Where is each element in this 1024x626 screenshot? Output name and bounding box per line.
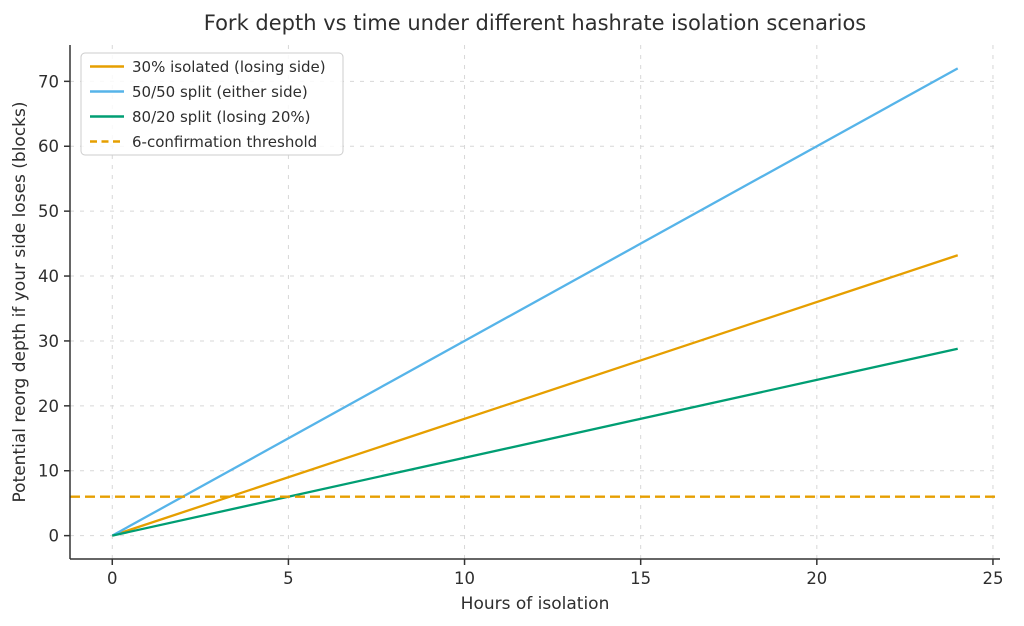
- y-axis-ticks: 0 10 20 30 40 50 60 70: [38, 72, 70, 546]
- y-tick-label: 40: [38, 267, 59, 286]
- x-axis-ticks: 0 5 10 15 20 25: [107, 559, 1003, 588]
- chart-title: Fork depth vs time under different hashr…: [203, 11, 867, 35]
- x-tick-label: 5: [283, 569, 294, 588]
- series-group: [70, 67, 1000, 537]
- y-tick-label: 20: [38, 397, 59, 416]
- legend-item-label: 30% isolated (losing side): [132, 58, 326, 76]
- y-tick-label: 0: [49, 527, 60, 546]
- y-tick-label: 50: [38, 202, 59, 221]
- series-line-50-50-split-either-side: [111, 67, 959, 537]
- x-tick-label: 20: [806, 569, 827, 588]
- series-line-80-20-split-losing-20: [112, 347, 958, 537]
- x-tick-label: 15: [630, 569, 651, 588]
- y-tick-label: 10: [38, 462, 59, 481]
- y-tick-label: 30: [38, 332, 59, 351]
- x-tick-label: 0: [107, 569, 118, 588]
- legend-item-label: 80/20 split (losing 20%): [132, 108, 310, 126]
- legend-box: [80, 52, 344, 156]
- y-tick-label: 60: [38, 137, 59, 156]
- x-tick-label: 10: [454, 569, 475, 588]
- y-tick-label: 70: [38, 72, 59, 91]
- legend-item-label: 50/50 split (either side): [132, 83, 308, 101]
- x-tick-label: 25: [982, 569, 1003, 588]
- legend-item-label: 6-confirmation threshold: [132, 133, 317, 151]
- series-line-30-isolated-losing-side: [111, 254, 959, 537]
- x-axis-label: Hours of isolation: [460, 594, 610, 614]
- legend: 30% isolated (losing side) 50/50 split (e…: [80, 52, 344, 156]
